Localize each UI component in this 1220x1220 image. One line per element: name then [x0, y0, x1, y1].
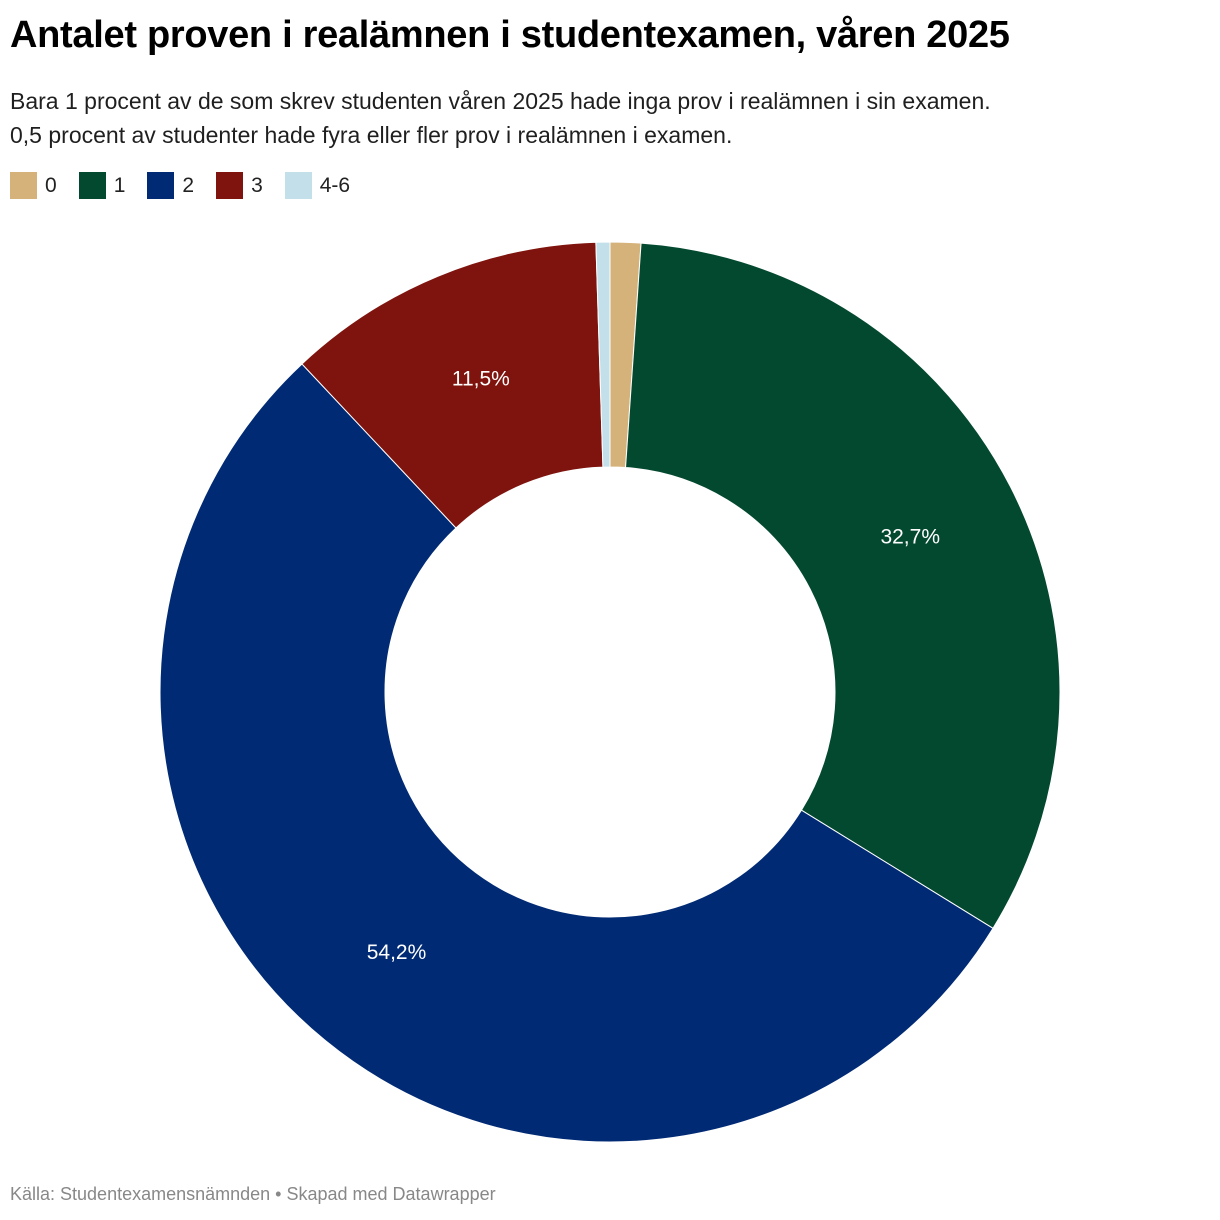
subtitle-line-2: 0,5 procent av studenter hade fyra eller… [10, 122, 733, 148]
legend-swatch-1 [78, 172, 106, 199]
legend-swatch-3 [216, 172, 244, 199]
legend-swatch-4 [284, 172, 312, 199]
data-label-2: 54,2% [367, 941, 427, 964]
legend-item-0: 0 [10, 172, 57, 199]
donut-slice-1 [625, 242, 1061, 930]
legend-swatch-2 [147, 172, 175, 199]
legend-item-3: 3 [216, 172, 263, 199]
legend-item-2: 2 [147, 172, 194, 199]
legend-item-4: 4-6 [284, 172, 351, 199]
legend-label-1: 1 [113, 173, 126, 197]
chart-title: Antalet proven i realämnen i studentexam… [10, 14, 1010, 56]
legend-item-1: 1 [78, 172, 126, 199]
donut-slice-3 [301, 241, 604, 529]
legend-label-2: 2 [182, 173, 195, 197]
data-label-3: 11,5% [452, 368, 510, 391]
legend-label-4: 4-6 [319, 173, 351, 197]
subtitle-line-1: Bara 1 procent av de som skrev studenten… [10, 88, 991, 114]
donut-slice-4-6 [595, 241, 611, 468]
legend: 0 1 2 3 4-6 [10, 172, 372, 199]
source-note: Källa: Studentexamensnämnden • Skapad me… [10, 1184, 496, 1204]
legend-label-0: 0 [45, 173, 57, 197]
chart-subtitle: Bara 1 procent av de som skrev studenten… [10, 84, 1210, 152]
legend-swatch-0 [10, 172, 37, 199]
legend-label-3: 3 [251, 173, 263, 197]
data-label-1: 32,7% [880, 525, 940, 548]
donut-slice-2 [159, 363, 994, 1143]
